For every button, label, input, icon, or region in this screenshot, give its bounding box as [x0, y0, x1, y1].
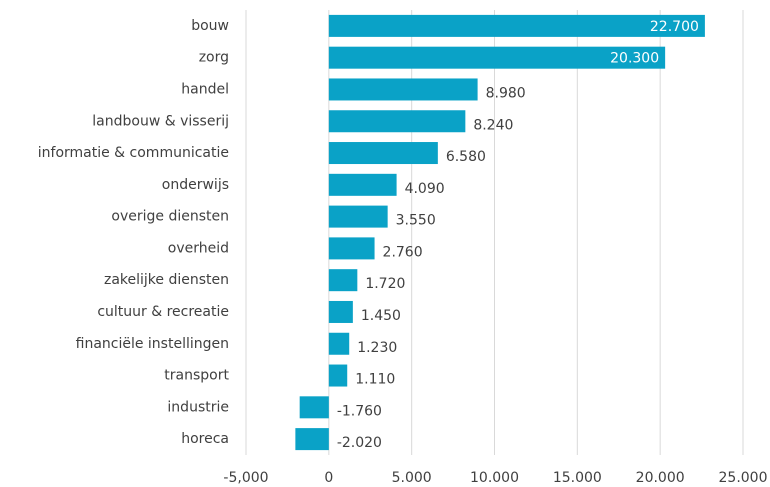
- y-tick-label: overige diensten: [111, 209, 229, 225]
- data-label: 6.580: [446, 149, 486, 165]
- x-tick-label: -5,000: [223, 470, 268, 486]
- bar: [328, 205, 388, 228]
- y-tick-label: cultuur & recreatie: [97, 304, 229, 320]
- x-tick-label: 25.000: [719, 470, 768, 486]
- data-label: 1.110: [355, 372, 395, 388]
- data-label: -1.760: [337, 403, 382, 419]
- x-tick-label: 20.000: [636, 470, 685, 486]
- bar: [328, 46, 666, 69]
- y-tick-label: bouw: [191, 18, 229, 34]
- data-label: 4.090: [405, 181, 445, 197]
- bar: [328, 364, 348, 387]
- bar: [328, 14, 705, 37]
- bar: [328, 173, 397, 196]
- data-label: 3.550: [396, 213, 436, 229]
- bar: [328, 269, 358, 292]
- y-tick-label: informatie & communicatie: [38, 145, 229, 161]
- x-tick-label: 15.000: [553, 470, 602, 486]
- y-tick-label: horeca: [181, 431, 229, 447]
- bar: [299, 396, 329, 419]
- bar: [328, 237, 375, 260]
- bar: [328, 142, 438, 165]
- data-label: 1.230: [357, 340, 397, 356]
- bar: [295, 428, 329, 451]
- y-tick-label: zorg: [199, 50, 229, 66]
- y-tick-label: onderwijs: [162, 177, 229, 193]
- x-tick-label: 10.000: [470, 470, 519, 486]
- data-label: 8.240: [473, 117, 513, 133]
- y-tick-label: transport: [164, 368, 229, 384]
- data-label: 8.980: [486, 85, 526, 101]
- y-tick-label: overheid: [168, 240, 229, 256]
- y-tick-label: landbouw & visserij: [92, 113, 229, 129]
- bar: [328, 300, 353, 323]
- data-label: 20.300: [610, 51, 659, 67]
- bar: [328, 78, 478, 101]
- bar: [328, 110, 466, 133]
- y-tick-label: handel: [181, 81, 229, 97]
- data-label: 1.720: [365, 276, 405, 292]
- x-tick-label: 0: [324, 470, 333, 486]
- x-tick-label: 5.000: [392, 470, 432, 486]
- data-label: 22.700: [650, 19, 699, 35]
- data-label: 2.760: [383, 244, 423, 260]
- data-label: 1.450: [361, 308, 401, 324]
- y-tick-label: zakelijke diensten: [104, 272, 229, 288]
- y-tick-label: financiële instellingen: [76, 336, 229, 352]
- data-label: -2.020: [337, 435, 382, 451]
- y-tick-label: industrie: [167, 399, 229, 415]
- bar: [328, 332, 350, 355]
